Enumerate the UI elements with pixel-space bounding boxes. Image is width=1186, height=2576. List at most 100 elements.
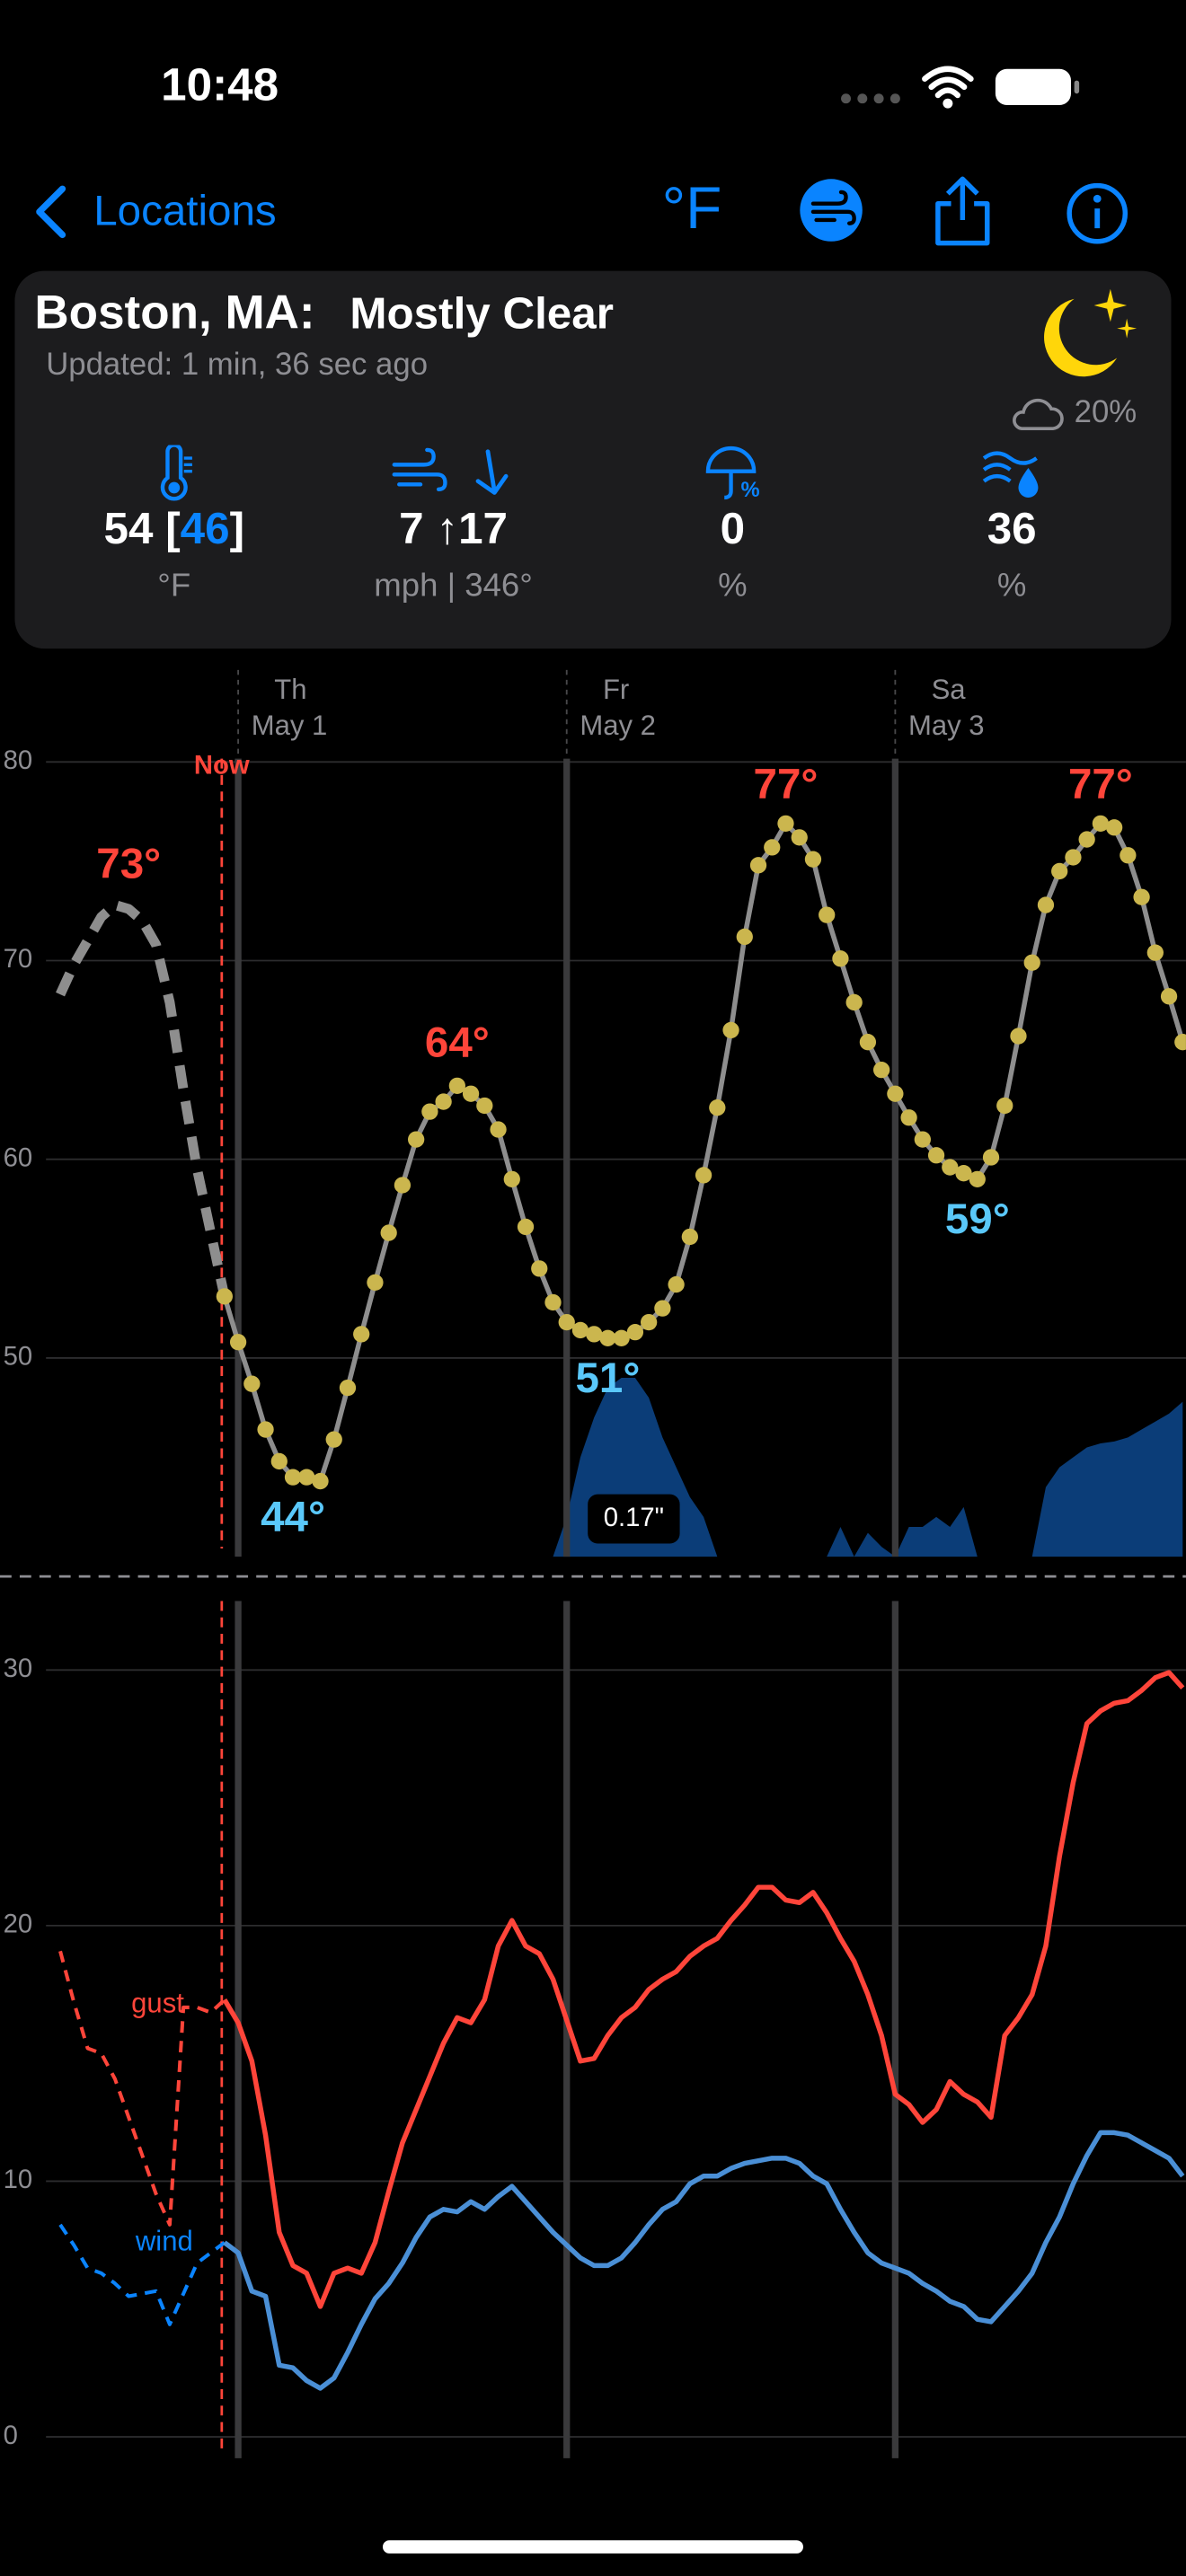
condition: Mostly Clear	[350, 288, 614, 339]
data-point	[668, 1275, 685, 1293]
precip-unit: %	[718, 568, 748, 604]
wind-value: 7 ↑17	[399, 504, 508, 554]
data-point	[325, 1431, 342, 1448]
wind-unit-text: mph	[374, 568, 438, 604]
back-button[interactable]: Locations	[93, 185, 277, 235]
svg-text:%: %	[741, 478, 760, 502]
back-chevron[interactable]	[30, 184, 73, 240]
thermometer-icon	[160, 445, 192, 501]
data-point	[1105, 819, 1123, 836]
data-point	[394, 1177, 412, 1194]
day-weekday: Fr	[603, 674, 629, 705]
temperature-unit: °F	[157, 568, 191, 604]
data-point	[1065, 849, 1082, 866]
temperature-value: 54 [46]	[103, 504, 245, 554]
data-point	[599, 1329, 616, 1346]
info-button[interactable]	[1065, 181, 1130, 246]
data-point	[339, 1379, 357, 1397]
data-point	[722, 1021, 739, 1039]
data-point	[421, 1103, 438, 1120]
status-time: 10:48	[161, 58, 279, 110]
umbrella-icon: %	[705, 446, 760, 502]
data-point	[955, 1165, 972, 1182]
location: Boston, MA:	[34, 287, 315, 340]
y-tick-label: 10	[4, 2166, 33, 2194]
data-point	[1120, 847, 1137, 864]
y-tick-label: 20	[4, 1910, 33, 1939]
data-point	[626, 1324, 644, 1341]
data-point	[490, 1121, 507, 1138]
data-point	[709, 1099, 726, 1116]
wind-direction: 346°	[465, 568, 533, 604]
extreme-label: 77°	[754, 761, 819, 808]
feels-like: 46	[180, 504, 230, 554]
series-line	[222, 1670, 1185, 2309]
data-point	[353, 1326, 370, 1343]
data-point	[435, 1093, 452, 1110]
data-point	[257, 1421, 274, 1438]
units-button[interactable]: °F	[661, 173, 722, 242]
layer-days	[235, 1601, 899, 2458]
data-point	[982, 1149, 1000, 1166]
data-point	[927, 1147, 945, 1164]
data-point	[819, 906, 836, 923]
cloud-cover: 20%	[1074, 395, 1137, 430]
data-point	[791, 829, 808, 846]
data-point	[1174, 1034, 1186, 1051]
data-point	[571, 1321, 589, 1339]
share-button[interactable]	[930, 174, 996, 250]
data-point	[1146, 944, 1164, 961]
data-point	[832, 950, 849, 967]
precip-value: 0	[720, 504, 746, 554]
moon-icon	[1044, 288, 1137, 377]
data-point	[1051, 862, 1068, 880]
data-point	[1037, 896, 1055, 913]
data-point	[872, 1062, 890, 1079]
layer-days	[235, 669, 899, 1557]
data-point	[1092, 815, 1110, 833]
y-tick-label: 0	[4, 2422, 18, 2450]
precip-label-box	[588, 1494, 680, 1544]
data-point	[654, 1300, 671, 1317]
y-tick-label: 70	[4, 945, 33, 974]
day-weekday: Sa	[932, 674, 967, 705]
data-point	[517, 1218, 535, 1236]
data-point	[503, 1170, 520, 1187]
data-point	[1133, 888, 1150, 905]
extreme-label: 64°	[425, 1019, 490, 1066]
data-point	[448, 1077, 465, 1095]
humidity-stat: 36 %	[872, 451, 1152, 606]
day-date: May 1	[252, 710, 328, 741]
data-point	[681, 1228, 698, 1246]
day-date: May 2	[580, 710, 656, 741]
data-point	[613, 1329, 630, 1346]
data-point	[380, 1224, 397, 1241]
data-point	[1160, 988, 1178, 1005]
wind-speed: 7	[399, 504, 424, 554]
precip-label: 0.17"	[604, 1504, 664, 1532]
data-point	[736, 928, 753, 946]
layer-labels: 0 10 20 30 gust wind	[4, 1654, 193, 2450]
series-line	[56, 900, 230, 1298]
series-name: gust	[131, 1987, 184, 2018]
y-tick-label: 80	[4, 746, 33, 775]
y-tick-label: 30	[4, 1654, 33, 1683]
data-point	[531, 1260, 548, 1277]
updated: Updated: 1 min, 36 sec ago	[46, 348, 429, 383]
day-weekday: Th	[274, 674, 306, 705]
data-point	[462, 1085, 480, 1102]
wind-toggle[interactable]	[799, 177, 864, 243]
data-point	[229, 1334, 247, 1351]
data-point	[1078, 831, 1095, 848]
humidity-unit: %	[996, 568, 1027, 604]
wind-gust: 17	[458, 504, 508, 554]
data-point	[216, 1288, 233, 1305]
data-point	[1023, 954, 1040, 971]
series-name: wind	[135, 2226, 193, 2257]
data-point	[887, 1085, 904, 1102]
extreme-label: 59°	[945, 1195, 1010, 1243]
